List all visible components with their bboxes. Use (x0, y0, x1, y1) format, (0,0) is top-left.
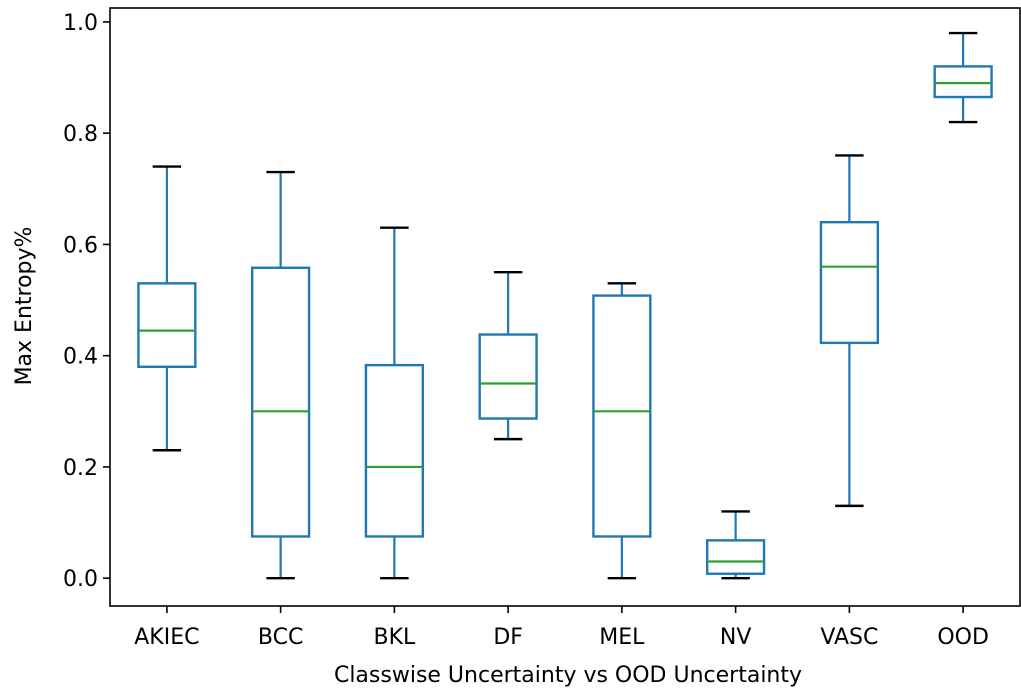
iqr-box (819, 220, 880, 345)
iqr-box (933, 65, 993, 99)
box-series (137, 31, 993, 580)
x-tick-label: AKIEC (134, 625, 199, 650)
x-axis-ticks: AKIEC BCC BKL DF MEL NV VASC OOD (134, 606, 989, 650)
y-tick-label: 0.6 (63, 233, 98, 258)
iqr-box (137, 282, 197, 369)
box-vasc (819, 154, 880, 508)
x-tick-label: MEL (599, 625, 645, 650)
x-tick-label: BCC (258, 625, 303, 650)
plot-axes (109, 7, 1021, 607)
box-mel (592, 282, 652, 580)
iqr-box (592, 294, 652, 538)
x-tick-label: NV (720, 625, 752, 650)
y-tick-label: 0.0 (63, 567, 98, 592)
box-bcc (250, 170, 311, 580)
iqr-box (705, 539, 766, 575)
plot-frame (109, 7, 1021, 607)
x-tick-label: VASC (820, 625, 878, 650)
x-tick-label: DF (493, 625, 523, 650)
y-tick-label: 0.2 (63, 456, 98, 481)
box-bkl (364, 226, 425, 580)
iqr-box (250, 266, 311, 538)
iqr-box (478, 333, 538, 420)
iqr-box (364, 363, 425, 538)
y-axis-label: Max Entropy% (12, 227, 37, 386)
x-tick-label: BKL (373, 625, 416, 650)
box-ood (933, 31, 993, 124)
y-tick-label: 1.0 (63, 11, 98, 36)
y-tick-label: 0.4 (63, 345, 98, 370)
box-akiec (137, 165, 197, 452)
box-df (478, 271, 538, 441)
x-axis-label: Classwise Uncertainty vs OOD Uncertainty (334, 663, 802, 688)
x-tick-label: OOD (937, 625, 989, 650)
box-nv (705, 510, 766, 580)
y-tick-label: 0.8 (63, 122, 98, 147)
y-axis-ticks: 0.0 0.2 0.4 0.6 0.8 1.0 (63, 11, 110, 592)
